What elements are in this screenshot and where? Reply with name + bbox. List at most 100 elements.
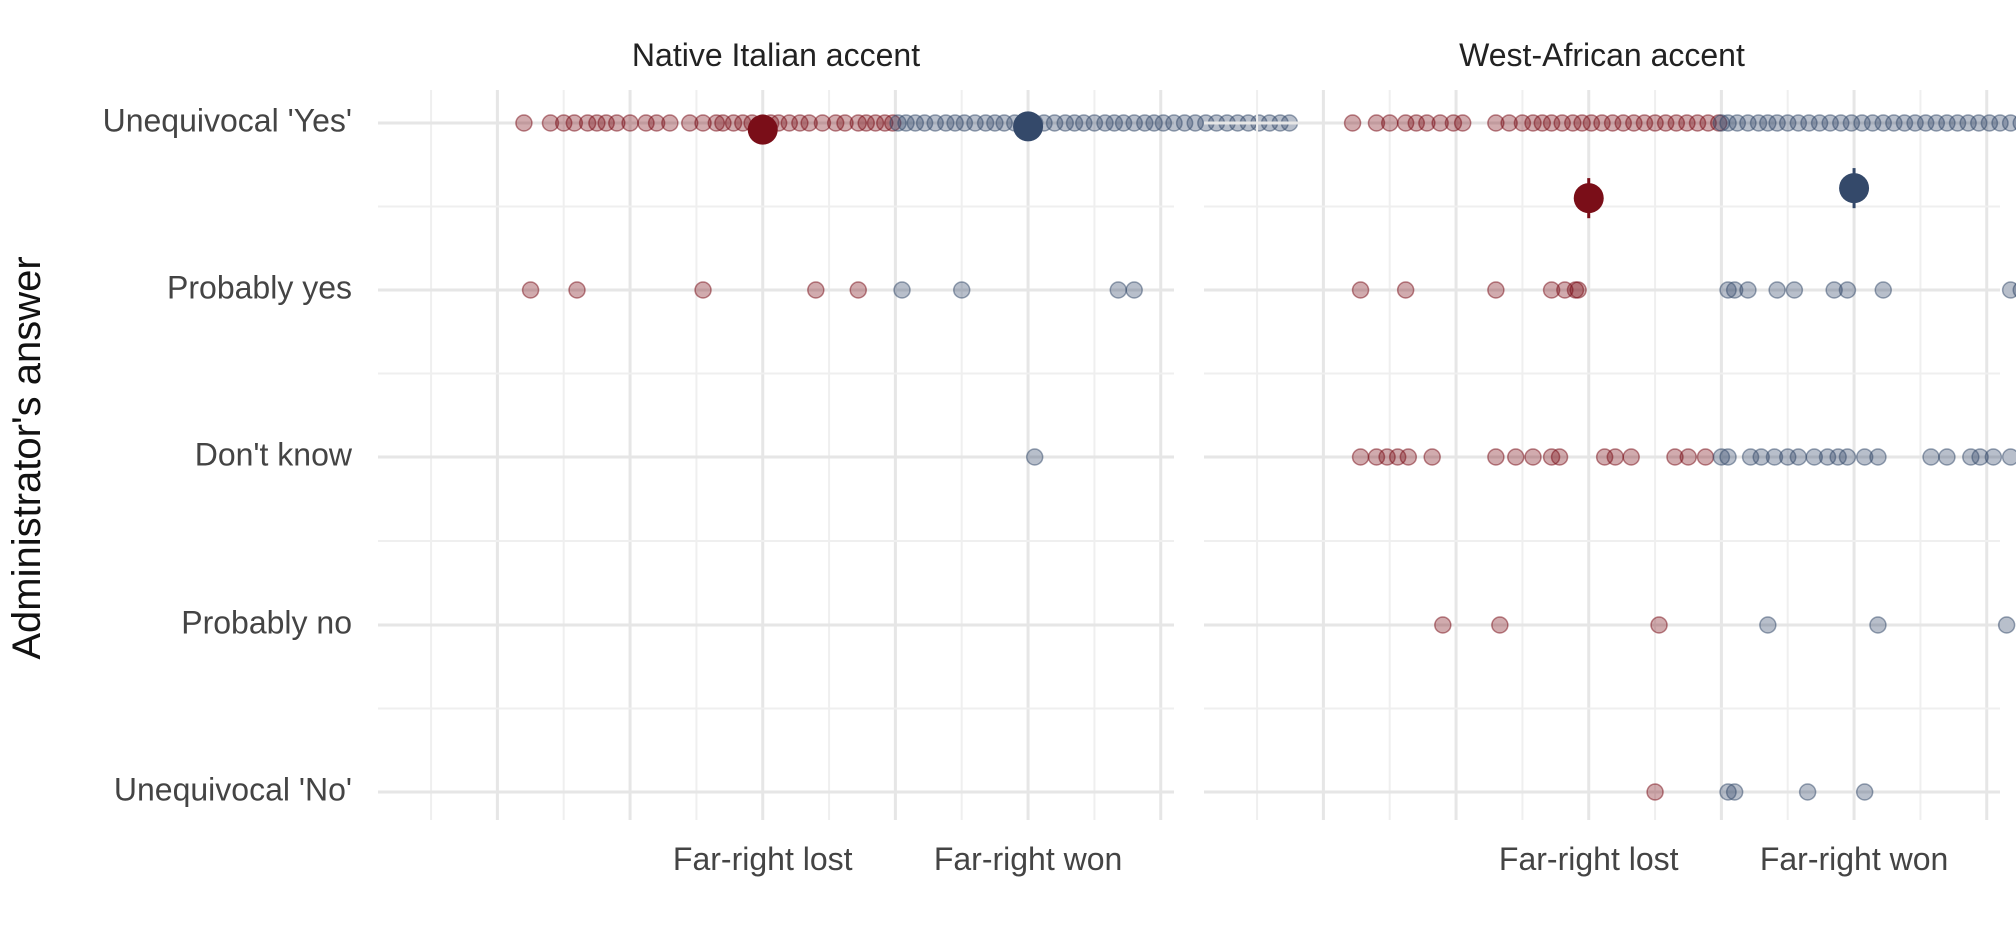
data-point — [1500, 114, 1518, 132]
data-point — [836, 114, 854, 132]
data-point — [946, 114, 964, 132]
data-point — [1719, 281, 1737, 299]
data-point — [1759, 616, 1777, 634]
data-point — [1569, 281, 1587, 299]
data-point — [661, 114, 679, 132]
y-tick-label-probably-no: Probably no — [181, 604, 352, 640]
data-point — [1938, 448, 1956, 466]
x-tick-label-far-right-won: Far-right won — [1760, 841, 1949, 877]
data-point — [1343, 114, 1362, 132]
data-point — [521, 281, 540, 299]
x-tick-label-far-right-lost: Far-right lost — [673, 841, 853, 877]
data-point — [1423, 448, 1441, 466]
data-point — [1739, 281, 1757, 299]
data-point — [541, 114, 560, 132]
data-point — [1805, 448, 1824, 466]
data-point — [937, 114, 955, 132]
data-point — [1487, 114, 1505, 132]
x-tick-label-far-right-lost: Far-right lost — [1499, 841, 1679, 877]
data-point — [1418, 114, 1436, 132]
data-point — [2012, 282, 2016, 298]
data-point — [1829, 448, 1847, 466]
data-point — [807, 281, 825, 299]
data-point — [1869, 448, 1887, 466]
data-point — [2001, 448, 2016, 466]
data-point — [588, 114, 606, 132]
data-point — [1542, 281, 1561, 299]
data-point — [1997, 616, 2016, 634]
data-point — [568, 281, 586, 299]
data-point — [1351, 448, 1370, 466]
data-point — [1487, 448, 1505, 466]
data-point — [681, 114, 699, 132]
data-point — [1759, 114, 1777, 132]
data-point — [1838, 281, 1857, 299]
data-point — [1453, 114, 1472, 132]
mean-point-far-right-lost — [747, 114, 778, 145]
data-point — [986, 114, 1004, 132]
data-point — [1646, 783, 1664, 801]
data-point — [1719, 114, 1737, 132]
data-point — [893, 281, 911, 299]
data-point — [952, 281, 971, 299]
data-point — [1855, 783, 1874, 801]
data-point — [1984, 448, 2003, 466]
data-point — [694, 281, 712, 299]
data-point — [897, 114, 915, 132]
data-point — [1573, 114, 1591, 132]
data-point — [1869, 616, 1887, 634]
data-point — [1696, 448, 1715, 466]
data-point — [883, 114, 902, 132]
mean-point-far-right-won — [1013, 111, 1044, 142]
data-point — [1380, 114, 1399, 132]
data-point — [1105, 114, 1124, 132]
data-point — [2001, 114, 2016, 132]
data-point — [1622, 448, 1640, 466]
data-point — [1962, 448, 1980, 466]
data-point — [849, 281, 868, 299]
data-point — [1719, 783, 1737, 801]
x-tick-label-far-right-won: Far-right won — [934, 841, 1123, 877]
y-tick-label-probably-yes: Probably yes — [167, 269, 352, 305]
data-point — [1025, 448, 1044, 466]
data-point — [1487, 281, 1505, 299]
y-tick-label-unequivocal-yes: Unequivocal 'Yes' — [103, 102, 352, 138]
data-point — [1789, 448, 1808, 466]
data-point — [1855, 448, 1874, 466]
data-point — [1056, 114, 1074, 132]
data-point — [2001, 281, 2016, 299]
data-point — [1096, 114, 1114, 132]
data-point — [694, 114, 712, 132]
data-point — [621, 114, 639, 132]
data-point — [707, 114, 726, 132]
data-point — [1725, 281, 1744, 299]
mean-point-far-right-lost — [1573, 183, 1604, 214]
data-point — [1922, 448, 1940, 466]
data-point — [826, 114, 845, 132]
data-point — [1825, 281, 1843, 299]
facet-panel-2: West-African accent Far-right lost Far-rig… — [1204, 37, 2016, 877]
data-point — [1145, 114, 1163, 132]
data-point — [1351, 281, 1370, 299]
data-point — [800, 114, 818, 132]
data-point — [1785, 281, 1804, 299]
data-point — [1125, 281, 1143, 299]
data-point — [1367, 114, 1386, 132]
data-point — [578, 114, 597, 132]
data-point — [1752, 448, 1770, 466]
data-point — [1712, 448, 1731, 466]
data-point — [515, 114, 533, 132]
data-point — [1564, 114, 1582, 132]
data-point — [1765, 448, 1784, 466]
data-point — [1136, 114, 1154, 132]
data-point — [1749, 114, 1768, 132]
data-point — [1533, 114, 1552, 132]
data-point — [1650, 616, 1668, 634]
data-point — [813, 114, 832, 132]
facet-panel-1: Native Italian accent Far-right lost Far-r… — [378, 37, 1299, 877]
data-point — [1874, 281, 1893, 299]
data-point — [1444, 114, 1463, 132]
data-point — [791, 114, 809, 132]
